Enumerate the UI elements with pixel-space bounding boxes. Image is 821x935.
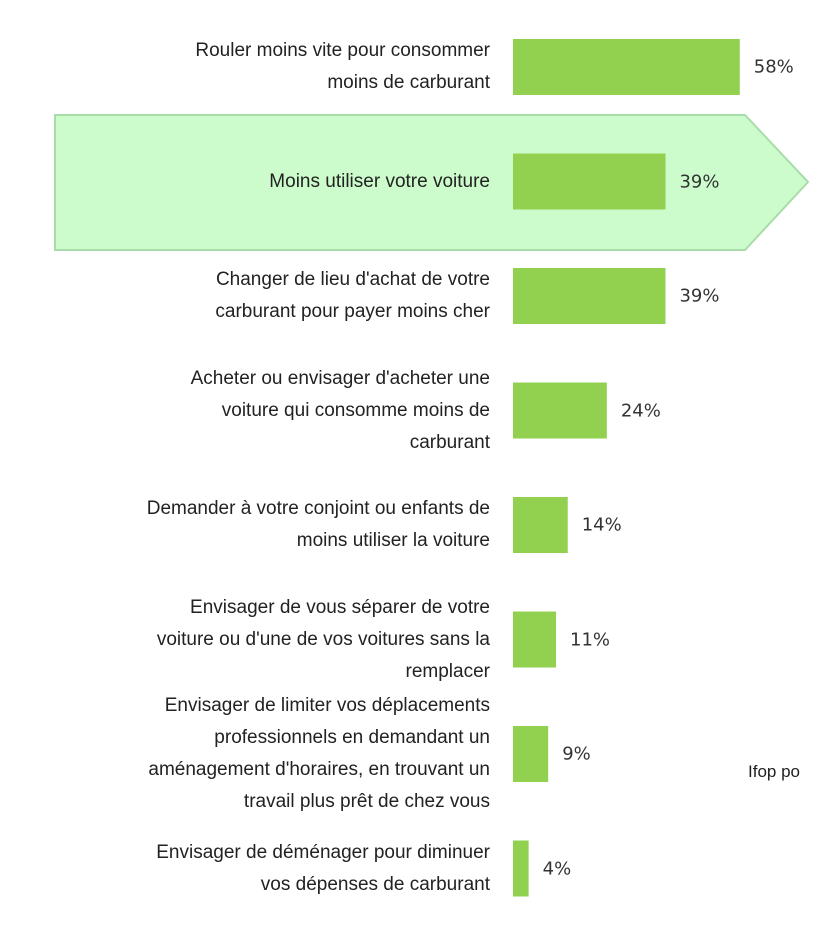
category-label: Envisager de limiter vos déplacements pr… bbox=[148, 695, 490, 812]
bar bbox=[513, 611, 557, 668]
value-label: 58% bbox=[753, 56, 794, 78]
bar bbox=[513, 840, 529, 897]
bar bbox=[513, 726, 549, 782]
bar bbox=[513, 39, 740, 95]
value-label: 14% bbox=[581, 514, 622, 536]
value-label: 9% bbox=[562, 743, 591, 765]
value-label: 39% bbox=[679, 171, 720, 192]
category-label: Moins utiliser votre voiture bbox=[269, 170, 490, 192]
source-note: Ifop po bbox=[748, 762, 800, 781]
category-label: Acheter ou envisager d'acheter une voitu… bbox=[190, 367, 490, 453]
category-label: Changer de lieu d'achat de votre carbura… bbox=[215, 269, 490, 322]
value-label: 39% bbox=[679, 285, 720, 307]
highlight-arrow bbox=[54, 114, 810, 251]
bar bbox=[513, 497, 568, 553]
category-label: Demander à votre conjoint ou enfants de … bbox=[146, 498, 490, 551]
category-label: Envisager de déménager pour diminuer vos… bbox=[156, 841, 490, 895]
bar bbox=[513, 382, 607, 439]
bar bbox=[513, 153, 666, 210]
bar bbox=[513, 268, 666, 324]
value-label: 4% bbox=[542, 858, 572, 879]
category-label: Envisager de vous séparer de votre voitu… bbox=[156, 596, 490, 682]
category-label: Rouler moins vite pour consommer moins d… bbox=[195, 40, 490, 93]
value-label: 24% bbox=[620, 400, 661, 421]
value-label: 11% bbox=[570, 629, 611, 650]
